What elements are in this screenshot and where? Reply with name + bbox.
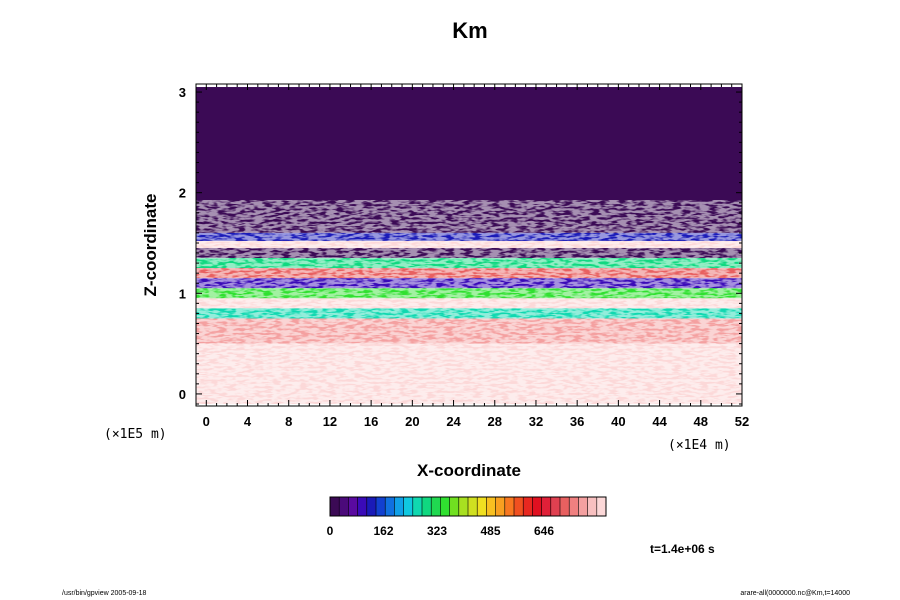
colorbar-ticks: 0 162 323 485 646 bbox=[327, 524, 555, 538]
plot-frame bbox=[195, 83, 743, 407]
x-tick-label: 24 bbox=[446, 414, 461, 429]
colorbar-swatch bbox=[550, 497, 561, 516]
colorbar-tick-label: 0 bbox=[327, 524, 334, 538]
x-tick-label: 32 bbox=[529, 414, 543, 429]
colorbar-tick-label: 323 bbox=[427, 524, 447, 538]
x-tick-label: 4 bbox=[244, 414, 252, 429]
colorbar-swatch bbox=[578, 497, 589, 516]
x-tick-label: 8 bbox=[285, 414, 292, 429]
colorbar-frame bbox=[329, 496, 607, 517]
colorbar-swatch bbox=[376, 497, 386, 516]
y-tick-label: 1 bbox=[179, 286, 186, 301]
colorbar-swatch bbox=[330, 497, 340, 516]
colorbar-swatch bbox=[422, 497, 432, 516]
colorbar-swatch bbox=[523, 497, 533, 516]
colorbar-swatch bbox=[339, 497, 349, 516]
x-tick-label: 20 bbox=[405, 414, 419, 429]
x-tick-label: 48 bbox=[694, 414, 708, 429]
colorbar-swatch bbox=[560, 497, 570, 516]
colorbar-swatch bbox=[569, 497, 579, 516]
colorbar-swatch bbox=[486, 497, 497, 516]
x-tick-label: 16 bbox=[364, 414, 378, 429]
colorbar-swatch bbox=[587, 497, 598, 516]
x-axis-title: X-coordinate bbox=[417, 461, 521, 480]
colorbar-tick-label: 485 bbox=[480, 524, 500, 538]
y-axis: 0 1 2 3 bbox=[179, 85, 742, 405]
x-tick-label: 36 bbox=[570, 414, 584, 429]
y-tick-label: 0 bbox=[179, 387, 186, 402]
colorbar-swatch bbox=[532, 497, 543, 516]
x-tick-label: 28 bbox=[488, 414, 502, 429]
colorbar-swatch bbox=[394, 497, 405, 516]
colorbar-swatch bbox=[403, 497, 414, 516]
y-tick-label: 2 bbox=[179, 186, 186, 201]
y-axis-title: Z-coordinate bbox=[141, 194, 160, 297]
x-tick-label: 44 bbox=[652, 414, 667, 429]
colorbar-swatch bbox=[495, 497, 506, 516]
colorbar-swatch bbox=[385, 497, 395, 516]
x-tick-label: 12 bbox=[323, 414, 337, 429]
colorbar-swatch bbox=[431, 497, 441, 516]
heatmap-field bbox=[196, 84, 742, 406]
y-tick-label: 3 bbox=[179, 85, 186, 100]
field-texture-overlay bbox=[196, 200, 742, 406]
time-label: t=1.4e+06 s bbox=[650, 542, 715, 556]
colorbar-swatch bbox=[449, 497, 460, 516]
x-axis: 0 4 8 12 16 20 24 28 32 36 40 44 48 52 bbox=[203, 84, 749, 429]
footer-right: arare-all(0000000.nc@Km,t=14000 bbox=[740, 590, 850, 597]
colorbar bbox=[329, 496, 607, 517]
colorbar-swatch bbox=[596, 497, 607, 516]
colorbar-swatch bbox=[366, 497, 377, 516]
y-axis-unit: (×1E5 m) bbox=[104, 427, 167, 442]
colorbar-swatch bbox=[440, 497, 451, 516]
colorbar-swatch bbox=[412, 497, 423, 516]
x-tick-label: 52 bbox=[735, 414, 749, 429]
colorbar-swatch bbox=[357, 497, 368, 516]
x-axis-unit: (×1E4 m) bbox=[668, 438, 731, 453]
x-tick-label: 0 bbox=[203, 414, 210, 429]
colorbar-swatch bbox=[541, 497, 552, 516]
colorbar-swatch bbox=[514, 497, 524, 516]
colorbar-swatch bbox=[458, 497, 469, 516]
footer-left: /usr/bin/gpview 2005-09-18 bbox=[62, 590, 147, 597]
colorbar-swatch bbox=[348, 497, 359, 516]
chart-title: Km bbox=[452, 18, 487, 43]
colorbar-tick-label: 162 bbox=[373, 524, 393, 538]
colorbar-tick-label: 646 bbox=[534, 524, 554, 538]
x-tick-label: 40 bbox=[611, 414, 625, 429]
colorbar-swatch bbox=[504, 497, 515, 516]
colorbar-swatch bbox=[468, 497, 478, 516]
colorbar-swatch bbox=[477, 497, 487, 516]
